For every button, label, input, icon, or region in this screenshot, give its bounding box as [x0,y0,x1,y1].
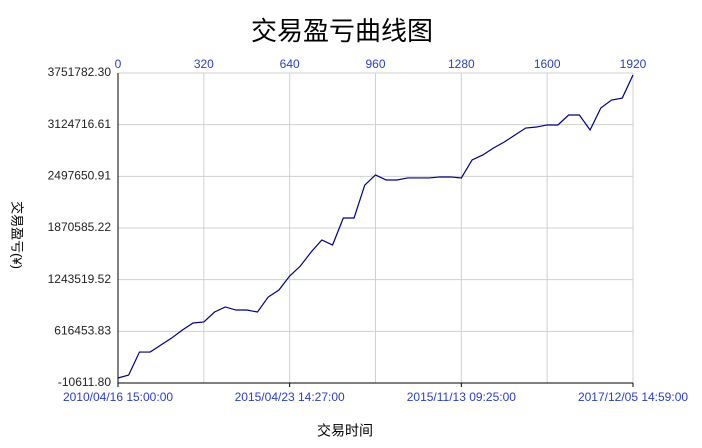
x-tick-label: 2010/04/16 15:00:00 [63,390,173,404]
y-tick-label: 3751782.30 [48,65,112,79]
x-top-tick-label: 320 [194,57,214,71]
y-tick-label: 1870585.22 [48,220,112,234]
x-tick-label: 2017/12/05 14:59:00 [578,390,688,404]
x-tick-label: 2015/11/13 09:25:00 [407,390,517,404]
x-tick-label: 2015/04/23 14:27:00 [235,390,345,404]
y-axis-label: 交易盈亏(¥) [10,201,25,269]
x-top-tick-label: 960 [365,57,385,71]
y-tick-label: -10611.80 [58,375,111,389]
chart-title: 交易盈亏曲线图 [251,16,433,46]
y-tick-label: 1243519.52 [48,272,112,286]
x-top-tick-label: 0 [115,57,122,71]
y-tick-label: 2497650.91 [48,169,112,183]
x-top-tick-label: 1920 [620,57,647,71]
data-line [117,74,634,379]
y-tick-label: 3124716.61 [48,117,112,131]
x-top-tick-label: 1280 [448,57,475,71]
y-tick-label: 616453.83 [54,324,111,338]
x-axis-label: 交易时间 [317,423,373,439]
x-top-tick-label: 640 [280,57,300,71]
x-top-tick-label: 1600 [534,57,561,71]
